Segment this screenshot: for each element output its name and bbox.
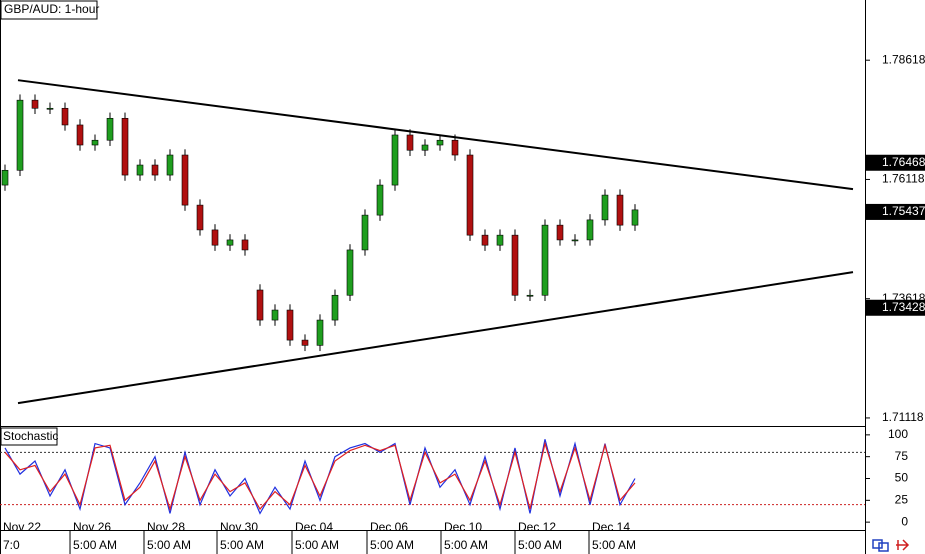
candle-body [451,139,459,156]
y-tick-label: 1.71118 [882,410,924,424]
candle-body [136,164,144,176]
candle-body [391,134,399,186]
y-tick-label: 75 [895,449,909,463]
candle-body [511,234,519,296]
indicator-box [0,427,58,446]
candle-body [226,239,234,246]
price-marker-label: 1.75437 [882,204,925,218]
x-tick-label: Dec 14 [592,520,630,534]
price-marker-label: 1.76468 [882,155,925,169]
candle-body [481,234,489,246]
candle-body [301,339,309,346]
stochastic-pane [0,439,865,515]
x-tick-label: Dec 04 [295,520,333,534]
y-tick-label: 50 [895,471,909,485]
x-tick-time: 5:00 AM [444,538,488,552]
stochastic-line [4,441,636,512]
candle-body [241,239,249,251]
y-tick-label: 0 [901,514,908,528]
trendline [17,79,854,191]
candle-body [496,234,504,246]
candle-body [196,204,204,231]
x-tick-label: Nov 28 [147,520,185,534]
candle-body [31,99,39,109]
candle-body [61,107,69,126]
price-marker [866,299,925,316]
price-pane [1,79,854,405]
candle-body [76,124,84,146]
y-tick-label: 1.78618 [882,52,925,66]
x-tick-time: 7:0 [3,538,20,552]
x-tick-label: Nov 30 [220,520,258,534]
candle-body [361,214,369,251]
axes: 1.786181.761181.736181.711181.764681.754… [0,52,925,554]
candle-body [376,184,384,216]
candle-body [526,294,534,297]
y-tick-label: 1.76118 [882,172,925,186]
price-marker [866,203,925,220]
candle-body [316,319,324,346]
toolbar-icons[interactable] [872,539,910,552]
candle-body [601,194,609,221]
x-tick-label: Dec 10 [444,520,482,534]
candle-body [586,219,594,241]
candle-body [166,154,174,176]
stochastic-line [4,439,636,515]
candle-body [616,194,624,226]
y-tick-label: 25 [895,492,909,506]
x-tick-label: Nov 22 [3,520,41,534]
candle-body [631,209,639,226]
candle-body [286,309,294,341]
candle-body [571,239,579,242]
candle-body [271,309,279,321]
candle-body [466,154,474,236]
candle-body [256,289,264,321]
link-icon[interactable] [878,542,889,552]
candle-body [1,169,9,186]
candle-body [121,117,129,176]
candle-body [16,99,24,171]
candle-body [46,107,54,110]
candle-body [181,154,189,206]
x-tick-label: Dec 06 [370,520,408,534]
x-tick-time: 5:00 AM [73,538,117,552]
trendline [17,271,854,405]
x-tick-label: Nov 26 [73,520,111,534]
price-marker [866,154,925,171]
x-tick-time: 5:00 AM [518,538,562,552]
candle-body [106,117,114,141]
candle-body [151,164,159,176]
candle-body [406,134,414,151]
candle-body [421,144,429,151]
scroll-icon[interactable] [896,539,910,551]
title-box [0,0,98,20]
candle-body [211,229,219,246]
x-tick-time: 5:00 AM [592,538,636,552]
candle-body [556,224,564,241]
candle-body [331,294,339,321]
candle-body [541,224,549,296]
chart-title: GBP/AUD: 1-hour [4,2,99,16]
x-tick-time: 5:00 AM [220,538,264,552]
link-icon[interactable] [872,539,883,549]
x-tick-time: 5:00 AM [295,538,339,552]
candle-body [91,139,99,146]
candle-body [346,249,354,296]
x-tick-label: Dec 12 [518,520,556,534]
x-tick-time: 5:00 AM [147,538,191,552]
indicator-title: Stochastic [3,429,58,443]
y-tick-label: 100 [888,427,908,441]
x-tick-time: 5:00 AM [370,538,414,552]
candle-body [436,139,444,146]
price-marker-label: 1.73428 [882,300,925,314]
